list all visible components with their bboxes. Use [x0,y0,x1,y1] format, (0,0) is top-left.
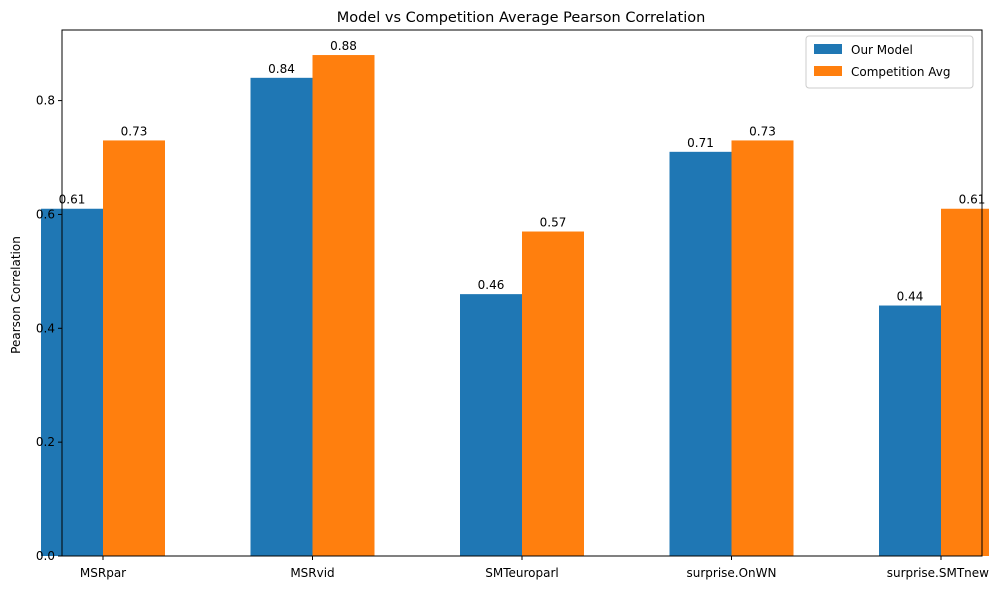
data-label: 0.71 [687,136,714,150]
bar [250,77,313,557]
plot-frame [61,29,983,557]
plot-area: 0.61 0.73 0.84 0.88 0.46 0.57 0.71 0.73 0.44 0.61… [36,29,989,580]
y-tick-label: 0.4 [36,321,55,335]
legend-label: Our Model [851,43,913,57]
data-label: 0.84 [268,62,295,76]
legend-swatch [814,44,842,54]
bar [522,231,584,557]
data-label: 0.57 [540,216,567,230]
bar [103,140,165,556]
bar [41,208,103,557]
y-tick-label: 0.0 [36,549,55,563]
legend-label: Competition Avg [851,65,950,79]
x-tick-label: SMTeuroparl [485,566,559,580]
bar [879,305,941,556]
data-label: 0.88 [330,39,357,53]
data-label: 0.61 [959,193,986,207]
bar [669,151,732,556]
x-tick-label: MSRpar [80,566,126,580]
data-label: 0.73 [121,124,148,138]
chart-title: Model vs Competition Average Pearson Cor… [337,10,706,26]
data-label: 0.61 [59,193,86,207]
y-tick-label: 0.6 [36,207,55,221]
bar [941,208,989,557]
bar [731,140,794,556]
x-tick-label: MSRvid [290,566,334,580]
legend: Our Model Competition Avg [805,35,974,89]
bar [460,294,522,556]
y-tick-label: 0.2 [36,435,55,449]
legend-swatch [814,66,842,76]
data-label: 0.44 [897,290,924,304]
data-label: 0.73 [749,124,776,138]
bar [312,55,375,557]
y-axis-label: Pearson Correlation [9,236,23,354]
x-tick-label: surprise.OnWN [686,566,776,580]
y-tick-label: 0.8 [36,94,55,108]
data-label: 0.46 [478,278,505,292]
legend-box [805,35,974,89]
x-tick-label: surprise.SMTnews [887,566,989,580]
